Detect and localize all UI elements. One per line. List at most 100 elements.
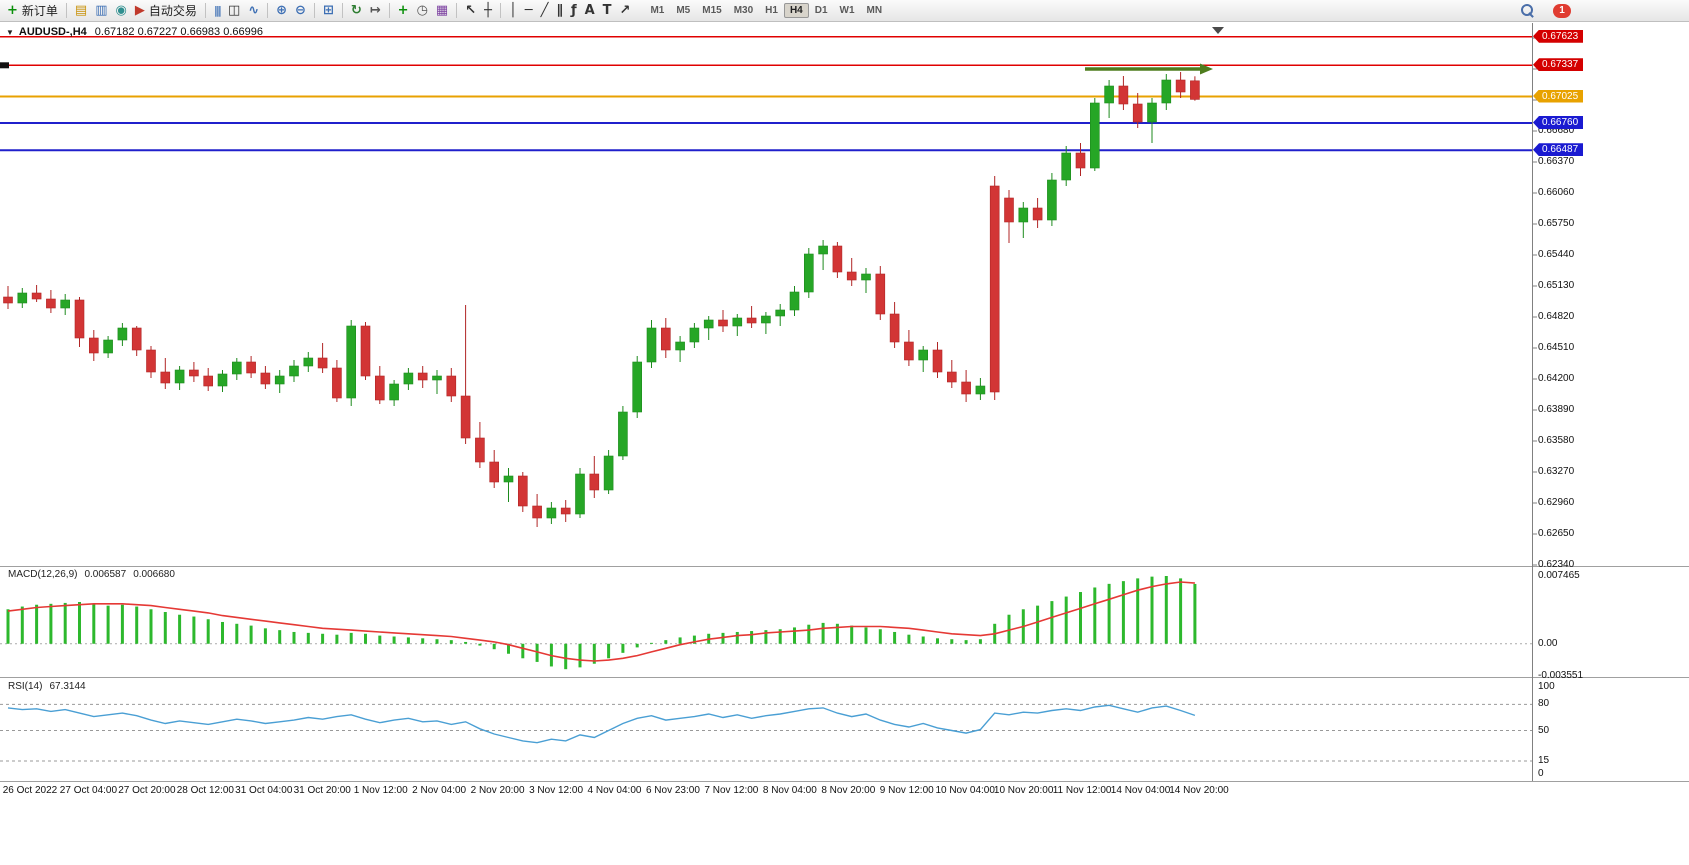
time-label: 27 Oct 04:00 (59, 785, 118, 796)
indicators-button[interactable]: + (394, 1, 413, 20)
time-label: 6 Nov 23:00 (645, 785, 700, 796)
label-button[interactable]: T (599, 1, 616, 20)
macd-signal-value: 0.006680 (133, 569, 175, 580)
fibonacci-icon: ƒ (570, 3, 577, 18)
tf-button-m5[interactable]: M5 (676, 5, 691, 16)
time-label: 11 Nov 12:00 (1052, 785, 1112, 796)
candles-layer (3, 72, 1200, 527)
tile-windows-icon: ⊞ (322, 3, 334, 18)
zoom-in-button[interactable]: ⊕ (272, 1, 291, 20)
search-icon[interactable] (1520, 3, 1535, 18)
price-tick: 0.63580 (1538, 435, 1575, 446)
macd-signal-line (7, 581, 1195, 662)
price-tick: 0.64820 (1538, 311, 1575, 322)
rsi-name: RSI(14) (8, 681, 43, 692)
symbol-dropdown-icon[interactable]: ▼ (6, 27, 14, 37)
toolbar-separator (65, 3, 67, 18)
indicators-icon: + (397, 3, 409, 18)
rsi-axis-label: 50 (1538, 724, 1550, 736)
bar-chart-button[interactable]: ||| (210, 1, 224, 20)
autotrading-button[interactable]: ▶ 自动交易 (131, 1, 201, 20)
price-tick: 0.64200 (1538, 373, 1575, 384)
trendline-button[interactable]: ╱ (537, 1, 553, 20)
macd-label: MACD(12,26,9) 0.006587 0.006680 (8, 569, 182, 580)
auto-scroll-button[interactable]: ↻ (347, 1, 366, 20)
new-order-button-label: 新订单 (21, 4, 58, 18)
chart-shift-button[interactable]: ↦ (366, 1, 385, 20)
channel-button[interactable]: ∥ (552, 1, 567, 20)
cursor-icon: ↖ (465, 3, 477, 18)
arrows-button[interactable]: ↗ (616, 1, 635, 20)
macd-value: 0.006587 (84, 569, 127, 580)
price-tick: 0.66680 (1538, 125, 1575, 136)
toolbar: + 新订单 ▤ ▥ ◉ ▶ 自动交易 ||| ◫ ∿ ⊕ ⊖ ⊞ ↻ ↦ + ◷ ▦ ↖ ┼ │ ─ ╱ ∥ ƒ A T ↗ M1 M5… (0, 0, 1689, 22)
periods-button[interactable]: ◷ (413, 1, 432, 20)
new-chart-icon: ▤ (74, 3, 88, 18)
autotrading-button-label: 自动交易 (148, 4, 197, 18)
toolbar-separator (499, 3, 501, 18)
toolbar-right: 1 (1520, 3, 1571, 18)
time-label: 31 Oct 20:00 (293, 785, 351, 796)
periods-icon: ◷ (416, 3, 428, 18)
data-window-button[interactable]: ◉ (112, 1, 131, 20)
line-chart-button[interactable]: ∿ (244, 1, 263, 20)
price-tick: 0.62340 (1538, 559, 1575, 570)
profiles-icon: ▥ (95, 3, 108, 18)
level-lines (0, 35, 1532, 152)
data-window-icon: ◉ (115, 3, 127, 18)
tf-button-w1[interactable]: W1 (839, 5, 855, 16)
candlestick-chart-icon: ◫ (227, 3, 241, 18)
text-icon: A (584, 3, 595, 18)
zoom-in-icon: ⊕ (276, 3, 288, 18)
fibonacci-button[interactable]: ƒ (567, 1, 581, 20)
tf-button-h4[interactable]: H4 (783, 3, 809, 18)
horizontal-line-button[interactable]: ─ (521, 1, 537, 20)
time-label: 4 Nov 04:00 (587, 785, 642, 796)
crosshair-button[interactable]: ┼ (480, 1, 496, 20)
time-label: 10 Nov 04:00 (935, 785, 995, 796)
templates-icon: ▦ (435, 3, 449, 18)
trendline-icon: ╱ (540, 3, 549, 18)
time-label: 2 Nov 20:00 (470, 785, 525, 796)
tf-button-mn[interactable]: MN (866, 5, 883, 16)
tile-windows-button[interactable]: ⊞ (319, 1, 338, 20)
time-label: 27 Oct 20:00 (118, 785, 176, 796)
toolbar-separator (456, 3, 458, 18)
autotrading-icon: ▶ (134, 3, 145, 18)
rsi-axis-label: 15 (1538, 754, 1550, 766)
chart-shift-icon: ↦ (369, 3, 381, 18)
templates-button[interactable]: ▦ (432, 1, 452, 20)
macd-histogram (6, 576, 1197, 670)
time-label: 7 Nov 12:00 (704, 785, 759, 796)
tf-button-m30[interactable]: M30 (733, 5, 754, 16)
profiles-button[interactable]: ▥ (91, 1, 111, 20)
rsi-axis-label: 80 (1538, 698, 1550, 710)
time-label: 8 Nov 20:00 (821, 785, 876, 796)
tf-button-h1[interactable]: H1 (765, 5, 778, 16)
tf-button-d1[interactable]: D1 (814, 5, 828, 16)
chart-shift-marker-icon (1212, 27, 1224, 34)
new-chart-button[interactable]: ▤ (71, 1, 91, 20)
price-tick: 0.65440 (1538, 249, 1575, 260)
new-order-button[interactable]: + 新订单 (3, 1, 62, 20)
cursor-button[interactable]: ↖ (461, 1, 480, 20)
price-tick: 0.65130 (1538, 280, 1575, 291)
time-label: 26 Oct 2022 (2, 785, 58, 796)
toolbar-separator (313, 3, 315, 18)
macd-axis-label: 0.00 (1538, 637, 1558, 649)
time-label: 9 Nov 12:00 (879, 785, 934, 796)
toolbar-separator (388, 3, 390, 18)
vertical-line-button[interactable]: │ (505, 1, 521, 20)
time-label: 1 Nov 12:00 (353, 785, 408, 796)
notification-badge[interactable]: 1 (1553, 3, 1571, 18)
tf-button-m15[interactable]: M15 (702, 5, 722, 16)
rsi-line (7, 704, 1196, 744)
candlestick-chart-button[interactable]: ◫ (224, 1, 244, 20)
text-button[interactable]: A (581, 1, 599, 20)
macd-axis-label: 0.007465 (1538, 570, 1580, 581)
tf-button-m1[interactable]: M1 (650, 5, 665, 16)
zoom-out-button[interactable]: ⊖ (291, 1, 310, 20)
